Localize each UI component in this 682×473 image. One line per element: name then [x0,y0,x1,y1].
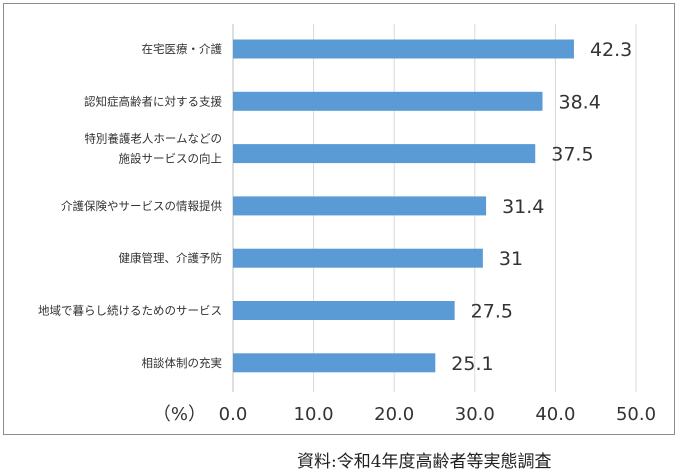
data-label: 42.3 [590,39,632,61]
x-tick-label: 30.0 [455,404,495,425]
category-label: 在宅医療・介護 [142,42,223,56]
category-label: 特別養護老人ホームなどの [84,132,222,146]
category-label: 介護保険やサービスの情報提供 [61,199,222,213]
bar [233,91,543,111]
chart-frame: 0.0 10.0 20.0 30.0 40.0 50.0 （%） 42.3 在宅医療・介護 38.… [3,3,675,435]
bar [233,196,487,216]
category-label: 施設サービスの向上 [119,152,223,166]
bar [233,301,455,320]
data-label: 25.1 [451,353,493,375]
data-label: 38.4 [559,91,601,113]
bar [233,144,536,164]
bar [233,248,483,268]
x-tick-label: 10.0 [294,404,334,425]
category-label: 地域で暮らし続けるためのサービス [38,304,222,318]
source-note: 資料:令和4年度高齢者等実態調査 [297,452,552,472]
x-tick-label: 20.0 [374,404,414,425]
data-label: 31 [499,248,523,270]
data-label: 27.5 [471,301,513,323]
data-label: 31.4 [502,196,544,218]
bar [233,39,574,59]
category-label: 相談体制の充実 [142,356,223,370]
x-tick-label: 50.0 [616,404,656,425]
category-label: 認知症高齢者に対する支援 [84,94,222,108]
x-tick-label: 40.0 [535,404,575,425]
category-label: 健康管理、介護予防 [119,251,223,265]
data-label: 37.5 [551,144,593,166]
x-unit-label: （%） [153,404,206,425]
bar [233,353,436,373]
bar-chart: 0.0 10.0 20.0 30.0 40.0 50.0 （%） 42.3 在宅医療・介護 38.… [38,24,656,425]
x-tick-label: 0.0 [219,404,248,425]
